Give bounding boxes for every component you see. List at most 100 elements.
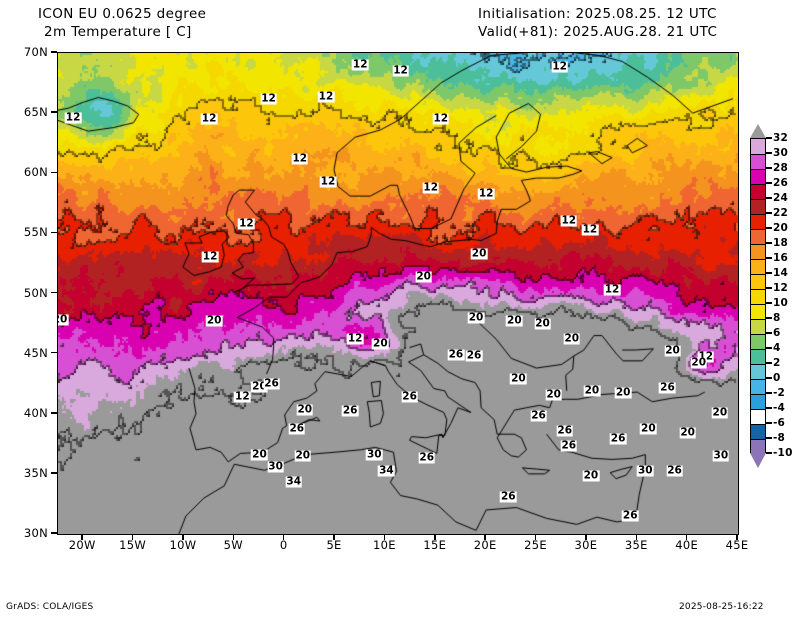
contour-label: 12 xyxy=(64,111,82,124)
latitude-tick xyxy=(51,412,57,414)
colorbar-tick xyxy=(766,422,772,424)
colorbar-divider xyxy=(751,319,765,320)
contour-label: 30 xyxy=(267,460,284,473)
colorbar-tick-label: 6 xyxy=(773,327,781,339)
contour-label: 30 xyxy=(637,464,654,477)
contour-label: 20 xyxy=(583,384,601,397)
longitude-tick-label: 0 xyxy=(279,538,288,552)
colorbar-tick xyxy=(766,347,772,349)
colorbar-tick xyxy=(766,287,772,289)
colorbar-tick-label: -6 xyxy=(773,417,786,429)
contour-label: 12 xyxy=(200,112,218,125)
contour-label: 30 xyxy=(712,449,730,462)
colorbar-tick xyxy=(766,182,772,184)
variable-title: 2m Temperature [ C] xyxy=(44,24,192,40)
contour-label: 12 xyxy=(317,90,335,103)
colorbar-segment xyxy=(751,214,765,230)
colorbar-divider xyxy=(751,379,765,380)
contour-label: 26 xyxy=(263,377,280,390)
colorbar-tick xyxy=(766,452,772,454)
contour-label: 26 xyxy=(659,381,676,394)
colorbar-over-arrow-icon xyxy=(750,124,766,138)
temperature-map-plot: 12 12 12 12 12 12 12 12 12 12 12 12 12 12 12 12 12 12 12 12… xyxy=(57,52,739,535)
colorbar-segment xyxy=(751,139,765,155)
colorbar-divider xyxy=(751,214,765,215)
colorbar-tick xyxy=(766,377,772,379)
temperature-field-canvas xyxy=(58,53,738,534)
longitude-tick xyxy=(534,534,537,540)
contour-label: 12 xyxy=(238,217,255,230)
colorbar-segment xyxy=(751,379,765,395)
contour-label: 20 xyxy=(545,388,562,400)
colorbar-tick-label: 30 xyxy=(773,147,789,159)
colorbar-gradient xyxy=(750,138,766,455)
contour-label: 12 xyxy=(392,64,409,77)
longitude-tick-label: 20W xyxy=(68,538,96,552)
model-title: ICON EU 0.0625 degree xyxy=(38,6,207,22)
contour-label: 20 xyxy=(582,469,600,482)
colorbar-tick-label: -10 xyxy=(773,447,793,459)
contour-label: 20 xyxy=(640,422,657,435)
colorbar-tick-label: 18 xyxy=(773,237,789,249)
longitude-tick xyxy=(282,534,285,540)
contour-label: 12 xyxy=(422,181,440,194)
colorbar-tick-label: 8 xyxy=(773,312,781,324)
contour-label: 12 xyxy=(201,250,219,263)
colorbar-divider xyxy=(751,424,765,425)
longitude-tick xyxy=(736,534,738,540)
contour-label: 20 xyxy=(679,426,696,439)
contour-label: 12 xyxy=(560,214,578,227)
latitude-tick-label: 40N xyxy=(23,405,48,420)
colorbar-tick-label: 12 xyxy=(773,282,789,294)
colorbar-divider xyxy=(751,349,765,350)
longitude-tick-label: 35E xyxy=(624,538,648,552)
longitude-tick-label: 30E xyxy=(574,538,598,552)
latitude-tick xyxy=(51,231,57,234)
contour-label: 20 xyxy=(506,314,523,327)
colorbar-tick-label: 2 xyxy=(773,357,781,369)
contour-label: 20 xyxy=(415,270,432,283)
contour-label: 26 xyxy=(530,409,547,422)
longitude-tick-label: 25E xyxy=(524,538,547,552)
colorbar-divider xyxy=(751,304,765,305)
colorbar-segment xyxy=(751,349,765,365)
longitude-tick xyxy=(333,534,335,540)
contour-label: 26 xyxy=(560,439,578,452)
colorbar-divider xyxy=(751,274,765,275)
contour-label: 20 xyxy=(205,314,223,327)
contour-label: 20 xyxy=(563,332,581,345)
colorbar-divider xyxy=(751,289,765,290)
latitude-tick xyxy=(51,291,57,294)
latitude-tick-label: 50N xyxy=(23,285,48,300)
latitude-tick-label: 35N xyxy=(23,465,48,480)
colorbar-tick-label: 32 xyxy=(773,132,789,144)
contour-label: 20 xyxy=(510,372,527,385)
contour-label: 20 xyxy=(470,247,488,260)
credit-text: GrADS: COLA/IGES xyxy=(6,602,94,612)
latitude-tick xyxy=(51,171,57,173)
colorbar-segment xyxy=(751,304,765,320)
contour-label: 30 xyxy=(366,448,383,461)
contour-label: 12 xyxy=(319,175,337,188)
colorbar-tick-label: -4 xyxy=(773,402,786,414)
contour-label: 12 xyxy=(260,92,277,105)
longitude-tick-label: 5W xyxy=(223,538,243,552)
colorbar-segment xyxy=(751,334,765,350)
contour-label: 26 xyxy=(609,432,627,445)
latitude-tick xyxy=(51,532,57,534)
longitude-tick xyxy=(232,534,235,540)
colorbar-tick xyxy=(766,317,772,319)
longitude-tick-label: 40E xyxy=(675,538,699,552)
colorbar-tick-label: 28 xyxy=(773,162,789,174)
colorbar-tick-label: 16 xyxy=(773,252,789,264)
colorbar-tick xyxy=(766,362,772,364)
temperature-colorbar: 32 30 28 26 24 22 20 18 16 14 12 10 8 6 4 2 0 -2 -4 -6 -8 -10 xyxy=(746,124,794,470)
colorbar-tick-label: 26 xyxy=(773,177,789,189)
colorbar-segment xyxy=(751,439,765,455)
colorbar-tick xyxy=(766,227,772,229)
contour-label: 20 xyxy=(690,356,708,369)
contour-label: 20 xyxy=(467,311,485,324)
contour-label: 20 xyxy=(294,449,312,462)
contour-label: 20 xyxy=(534,317,551,330)
colorbar-divider xyxy=(751,169,765,170)
